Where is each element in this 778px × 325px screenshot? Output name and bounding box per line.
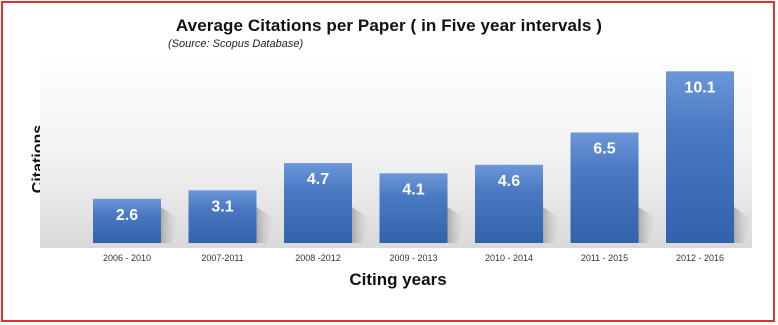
data-label: 4.1 <box>402 181 424 198</box>
bar-shadow <box>256 207 275 243</box>
x-tick-label: 2006 - 2010 <box>103 253 151 263</box>
bar-shadow <box>161 207 179 243</box>
data-label: 6.5 <box>593 141 615 158</box>
bar <box>666 71 734 243</box>
data-label: 2.6 <box>116 207 138 224</box>
data-label: 3.1 <box>211 198 233 215</box>
bar <box>379 173 448 243</box>
bar-shadow <box>638 207 657 243</box>
chart-title: Average Citations per Paper ( in Five ye… <box>175 16 603 35</box>
x-tick-label: 2012 - 2016 <box>676 253 724 263</box>
bar-shadow <box>447 207 466 243</box>
bar-shadow <box>734 207 752 243</box>
chart-subtitle: (Source: Scopus Database) <box>168 38 304 50</box>
data-label: 4.7 <box>307 171 329 188</box>
bar <box>188 190 257 243</box>
bar <box>570 132 639 243</box>
x-tick-label: 2011 - 2015 <box>581 253 628 263</box>
bar-shadow <box>352 207 370 243</box>
x-axis-label: Citing years <box>349 270 447 289</box>
bar <box>284 163 352 243</box>
bar-shadow <box>543 207 561 243</box>
bar <box>475 164 543 243</box>
x-tick-label: 2010 - 2014 <box>485 253 533 263</box>
data-label: 4.6 <box>498 173 520 190</box>
x-tick-label: 2007-2011 <box>201 253 243 263</box>
bar <box>93 198 161 243</box>
x-tick-label: 2009 - 2013 <box>389 253 437 263</box>
x-tick-label: 2008 -2012 <box>295 253 341 263</box>
data-label: 10.1 <box>684 79 715 96</box>
